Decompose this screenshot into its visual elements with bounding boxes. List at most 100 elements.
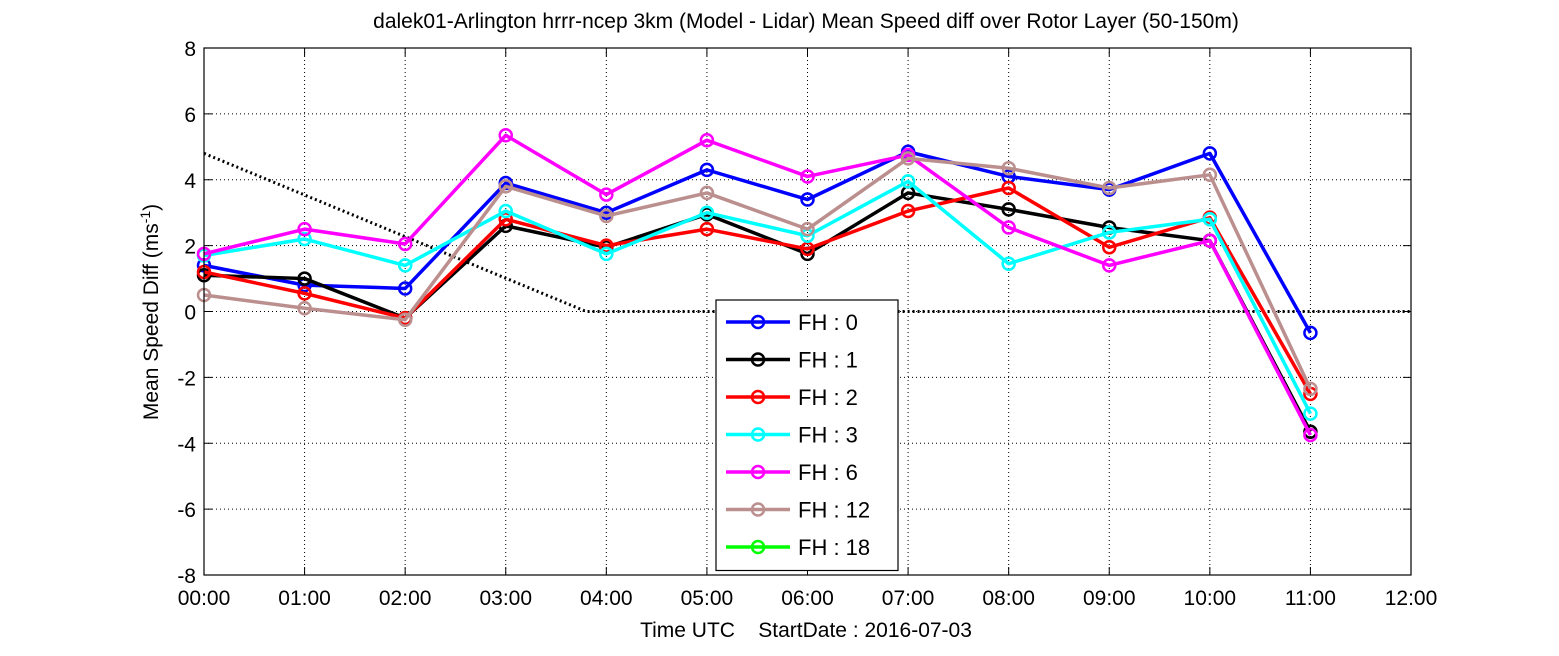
data-point (1001, 202, 1016, 217)
legend-item: FH : 6 (726, 460, 858, 485)
legend-label: FH : 12 (798, 498, 870, 523)
legend-swatch-marker (750, 352, 766, 367)
data-point (498, 128, 513, 143)
legend-item: FH : 2 (726, 385, 858, 410)
data-point (800, 192, 815, 207)
data-point (297, 286, 312, 301)
data-point (1202, 167, 1218, 183)
y-tick-label: 0 (184, 302, 196, 325)
data-point (1102, 240, 1117, 255)
y-tick-label: -4 (177, 433, 196, 456)
y-axis-label: Mean Speed Diff (ms-1) (137, 204, 163, 420)
data-point (498, 179, 513, 194)
data-point (800, 169, 815, 184)
legend-label: FH : 18 (798, 535, 870, 560)
data-point (599, 246, 614, 262)
legend-item: FH : 18 (726, 535, 870, 560)
series-line (203, 156, 1313, 390)
x-tick-label: 09:00 (1083, 587, 1136, 610)
legend-label: FH : 6 (798, 460, 858, 485)
legend-label: FH : 0 (798, 310, 858, 335)
legend-swatch-marker (750, 539, 766, 555)
series-line (203, 186, 1312, 395)
chart-title: dalek01-Arlington hrrr-ncep 3km (Model -… (373, 10, 1239, 33)
data-point (297, 300, 312, 316)
y-axis-label-superscript: -1 (137, 211, 153, 224)
data-point (1102, 225, 1117, 240)
y-tick-label: 6 (184, 104, 196, 127)
x-tick-label: 01:00 (278, 587, 331, 610)
y-tick-label: -8 (177, 565, 196, 588)
legend-item: FH : 3 (726, 423, 858, 448)
legend-swatch-marker (750, 502, 766, 517)
data-point (1202, 212, 1218, 227)
data-point (1303, 381, 1318, 397)
data-point (297, 231, 312, 247)
x-axis-label: Time UTC StartDate : 2016-07-03 (640, 619, 972, 642)
data-point (1202, 146, 1218, 161)
x-tick-label: 08:00 (982, 587, 1035, 610)
data-point (1102, 180, 1117, 196)
data-point (1202, 233, 1218, 248)
legend-swatch-marker (750, 314, 766, 330)
data-point (1001, 256, 1016, 271)
data-point (297, 271, 312, 286)
y-tick-label: 4 (184, 170, 196, 193)
tick-layer: 00:00 01:00 02:00 03:00 04:00 05:00 06:00 07:00… (177, 38, 1437, 610)
x-tick-label: 00:00 (178, 587, 231, 610)
x-tick-label: 12:00 (1385, 587, 1438, 610)
data-point (699, 185, 715, 201)
y-axis-label-end: ) (140, 204, 163, 211)
y-tick-label: -6 (177, 499, 196, 522)
x-tick-label: 07:00 (882, 587, 935, 610)
data-point (800, 221, 815, 237)
legend-item: FH : 12 (726, 498, 870, 523)
y-tick-label: 8 (184, 38, 196, 61)
y-axis-label-main: Mean Speed Diff (ms (140, 223, 163, 420)
legend: FH : 0 FH : 1 FH : 2 FH : 3 FH : 6 FH : 12 FH … (715, 299, 899, 572)
data-point (1303, 427, 1318, 443)
data-point (397, 258, 413, 273)
x-tick-label: 03:00 (479, 587, 532, 610)
series-3 (196, 174, 1318, 421)
data-point (1001, 180, 1016, 196)
data-point (1303, 406, 1318, 421)
series-line (203, 179, 1312, 415)
y-tick-label: -2 (177, 367, 196, 390)
data-point (498, 203, 513, 219)
data-point (900, 174, 916, 189)
data-point (699, 205, 715, 220)
legend-label: FH : 1 (798, 348, 858, 373)
data-point (599, 208, 614, 224)
series-line (203, 150, 1312, 334)
x-tick-label: 06:00 (781, 587, 834, 610)
data-point (900, 203, 916, 219)
x-tick-label: 02:00 (379, 587, 432, 610)
series-layer (196, 128, 1318, 443)
x-tick-label: 04:00 (580, 587, 633, 610)
y-tick-label: 2 (184, 236, 196, 259)
data-point (297, 221, 312, 237)
data-point (599, 187, 614, 202)
legend-label: FH : 2 (798, 385, 858, 410)
series-5 (196, 151, 1318, 397)
data-point (1102, 258, 1117, 273)
legend-item: FH : 1 (726, 348, 858, 373)
legend-item: FH : 0 (726, 310, 858, 335)
data-point (397, 281, 413, 296)
data-point (900, 151, 916, 166)
legend-swatch-marker (750, 389, 766, 405)
series-line (203, 133, 1312, 436)
data-point (397, 312, 413, 327)
data-point (699, 162, 715, 178)
x-tick-label: 05:00 (681, 587, 734, 610)
legend-swatch-marker (750, 427, 766, 442)
legend-label: FH : 3 (798, 423, 858, 448)
legend-swatch-marker (750, 464, 766, 480)
data-point (1001, 160, 1016, 176)
data-point (699, 221, 715, 237)
data-point (397, 236, 413, 252)
data-point (699, 132, 715, 148)
data-point (1303, 325, 1318, 341)
